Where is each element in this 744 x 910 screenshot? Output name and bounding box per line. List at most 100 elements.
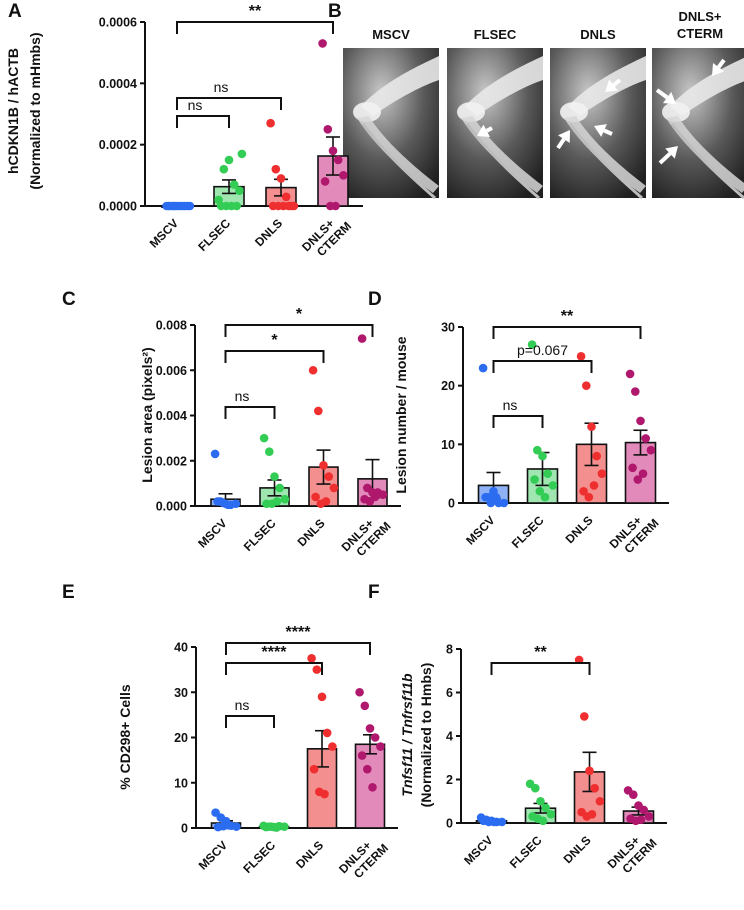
data-point	[281, 192, 291, 202]
x-category-label: FLSEC	[241, 516, 279, 554]
x-category-label: MSCV	[195, 516, 229, 550]
data-point	[339, 171, 348, 180]
x-category-label: DNLS	[561, 833, 594, 866]
significance-bracket	[490, 662, 591, 675]
category-line: DNLS	[563, 513, 596, 546]
data-point	[319, 460, 328, 470]
y-axis-label: % CD298+ Cells	[117, 684, 133, 790]
significance-label: *	[296, 306, 303, 323]
significance-bracket	[176, 21, 334, 34]
x-category-label: DNLS+CTERM	[336, 831, 391, 886]
tibia-bone	[357, 116, 439, 193]
data-point	[229, 180, 239, 189]
y-tick-label: 0.0004	[99, 77, 137, 91]
data-point	[308, 365, 318, 375]
x-category-label: DNLS	[295, 516, 328, 549]
xray-image-1: FLSEC	[447, 27, 543, 200]
data-point	[543, 469, 552, 478]
fibula-bone	[465, 123, 540, 200]
xray-title-2: CTERM	[677, 26, 723, 41]
data-point	[368, 782, 377, 792]
data-point	[312, 665, 322, 674]
data-point	[370, 492, 380, 502]
arrow-shaft	[485, 126, 493, 133]
data-point	[232, 822, 241, 831]
data-point	[280, 822, 289, 831]
femur-bone	[465, 56, 543, 116]
data-point	[324, 472, 334, 481]
x-category-label: MSCV	[463, 513, 497, 547]
significance-label: ns	[235, 697, 250, 713]
y-tick-label: 6	[446, 686, 453, 700]
data-point	[499, 498, 509, 508]
y-tick-label: 0.0002	[99, 138, 137, 152]
data-point	[219, 164, 229, 174]
panel-label: B	[328, 1, 342, 22]
significance-bracket	[225, 662, 323, 675]
significance-bracket	[176, 115, 230, 128]
arrow-shaft	[655, 88, 669, 100]
data-point	[536, 796, 545, 806]
data-point	[224, 155, 234, 165]
data-point	[333, 155, 343, 165]
significance-bracket	[492, 415, 544, 428]
significance-label: ns	[188, 97, 203, 113]
chart-panel-a: A 0.0000 0.0002 0.0004 0.0006 hCDKN1B / hACTB…	[5, 1, 363, 259]
data-point	[328, 146, 338, 156]
y-tick-label: 20	[174, 731, 188, 745]
data-point	[331, 201, 340, 211]
data-point	[646, 445, 656, 455]
femur-bone	[670, 57, 744, 116]
category-line: FLSEC	[507, 833, 545, 871]
data-point	[266, 118, 275, 128]
y-tick-label: 10	[174, 776, 188, 790]
data-point	[585, 766, 594, 776]
fibula-bone	[670, 123, 744, 200]
category-line: MSCV	[195, 516, 229, 550]
category-line: DNLS	[252, 216, 285, 249]
x-category-label: DNLS	[563, 513, 596, 546]
panel-b-xrays: B MSCV FLSEC DNLS DNLS+ CTERM	[328, 1, 744, 200]
y-tick-label: 0.0000	[99, 200, 137, 214]
data-point	[320, 177, 330, 186]
y-tick-label: 20	[441, 379, 455, 393]
data-point	[546, 810, 556, 819]
y-tick-label: 2	[446, 773, 453, 787]
x-category-label: FLSEC	[509, 513, 547, 551]
data-point	[580, 712, 589, 721]
knee-joint	[353, 102, 381, 122]
data-point	[271, 164, 281, 174]
category-line: FLSEC	[509, 513, 547, 551]
significance-label: ns	[235, 388, 250, 404]
data-point	[590, 783, 599, 793]
arrow-shaft	[716, 58, 726, 69]
x-category-label: MSCV	[196, 838, 230, 872]
significance-bracket	[492, 360, 593, 373]
arrow-head	[712, 63, 725, 76]
data-point	[533, 445, 542, 455]
x-category-label: DNLS	[293, 838, 326, 871]
data-point	[363, 764, 372, 774]
data-point	[491, 492, 501, 502]
data-point	[357, 334, 367, 343]
tibia-bone	[564, 116, 646, 193]
data-point	[311, 492, 320, 502]
tibia-bone	[666, 116, 744, 193]
knee-joint	[662, 102, 690, 122]
category-line: MSCV	[463, 513, 497, 547]
data-point	[322, 728, 332, 738]
y-axis-label-2: (Normalized to mHmbs)	[27, 32, 43, 189]
data-point	[538, 816, 548, 826]
data-point	[318, 39, 327, 48]
data-point	[265, 447, 274, 457]
data-point	[531, 783, 540, 793]
data-point	[639, 805, 648, 815]
data-point	[235, 186, 244, 195]
data-point	[378, 490, 388, 499]
x-category-label: MSCV	[147, 216, 181, 250]
category-line: FLSEC	[195, 216, 233, 254]
significance-label: **	[561, 308, 574, 325]
xray-title: DNLS+	[679, 9, 722, 24]
data-point	[307, 654, 316, 663]
